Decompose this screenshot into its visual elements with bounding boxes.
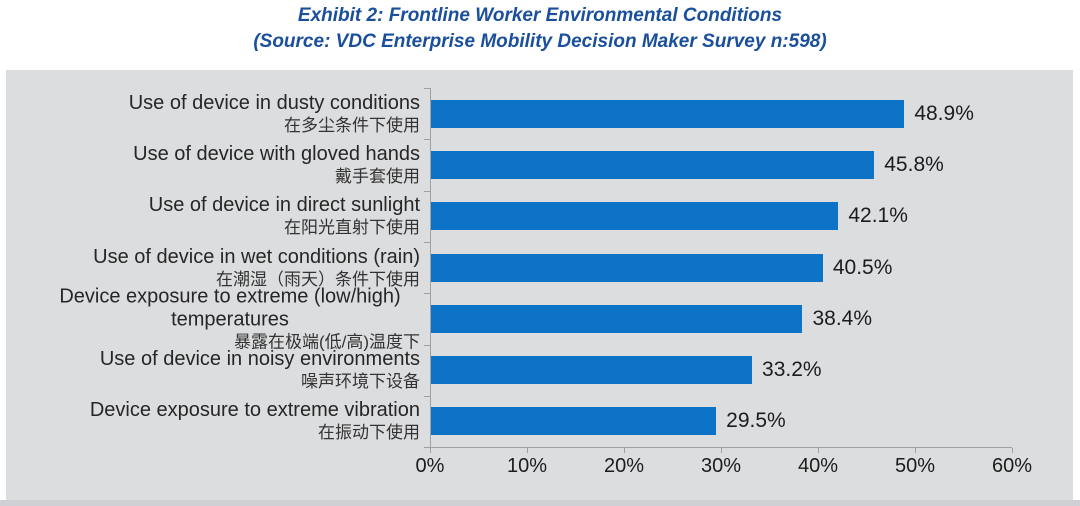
x-axis-tick-label: 60%: [991, 455, 1033, 477]
bar: [430, 356, 753, 385]
bar-row: Device exposure to extreme vibration 在振动…: [6, 396, 1073, 447]
value-label: 45.8%: [884, 152, 944, 176]
category-label-en: Device exposure to extreme (low/high) te…: [59, 285, 401, 331]
value-label: 33.2%: [762, 358, 822, 382]
value-label: 40.5%: [832, 255, 893, 279]
x-axis-tick-label: 0%: [415, 455, 445, 477]
y-axis-tick: [424, 293, 430, 295]
bottom-shadow-strip: [0, 500, 1080, 506]
y-axis-tick: [424, 395, 430, 397]
bar: [430, 150, 875, 179]
chart-title: Exhibit 2: Frontline Worker Environmenta…: [0, 3, 1080, 55]
y-axis-tick: [424, 190, 430, 192]
category-label-en: Use of device in noisy environments: [99, 348, 420, 371]
x-axis-tick-label: 20%: [603, 455, 645, 477]
category-label-en: Use of device in direct sunlight: [148, 194, 420, 217]
value-label: 38.4%: [812, 306, 873, 330]
x-axis-tick: [527, 448, 528, 453]
category-label-zh: 在潮湿（雨天）条件下使用: [216, 269, 420, 289]
bar-rows: Use of device in dusty conditions 在多尘条件下…: [6, 88, 1073, 447]
x-axis-tick-label: 30%: [700, 455, 742, 477]
value-label: 42.1%: [848, 204, 908, 228]
chart-title-line2: (Source: VDC Enterprise Mobility Decisio…: [253, 31, 827, 52]
x-axis-tick: [1012, 448, 1013, 453]
category-label: Use of device in dusty conditions 在多尘条件下…: [6, 92, 420, 136]
bar: [430, 202, 839, 231]
category-label-zh: 噪声环境下设备: [301, 372, 420, 392]
y-axis-tick: [424, 241, 430, 243]
category-label: Use of device in direct sunlight 在阳光直射下使…: [6, 194, 420, 238]
y-axis-tick: [424, 88, 430, 89]
x-axis-tick-label: 10%: [506, 455, 548, 477]
value-label: 29.5%: [726, 409, 786, 433]
bar-row: Use of device with gloved hands 戴手套使用 45…: [6, 139, 1073, 190]
y-axis-tick: [424, 344, 430, 346]
category-label-zh: 在阳光直射下使用: [284, 218, 420, 238]
category-label: Use of device in noisy environments 噪声环境…: [6, 348, 420, 392]
x-axis-tick-label: 50%: [894, 455, 936, 477]
chart-title-line1: Exhibit 2: Frontline Worker Environmenta…: [297, 5, 783, 26]
bar-row: Use of device in noisy environments 噪声环境…: [6, 344, 1073, 395]
x-axis-tick-label: 40%: [797, 455, 839, 477]
bar-row: Device exposure to extreme (low/high) te…: [6, 285, 1073, 351]
category-label-zh: 戴手套使用: [335, 166, 420, 186]
chart-plot-area: Use of device in dusty conditions 在多尘条件下…: [6, 70, 1073, 500]
category-label: Device exposure to extreme (low/high) te…: [6, 285, 420, 352]
category-label-en: Use of device in dusty conditions: [128, 91, 420, 114]
bar-row: Use of device in direct sunlight 在阳光直射下使…: [6, 191, 1073, 242]
bar: [430, 304, 803, 333]
category-label: Use of device in wet conditions (rain) 在…: [6, 246, 420, 290]
category-label: Device exposure to extreme vibration 在振动…: [6, 399, 420, 443]
category-label-en: Use of device in wet conditions (rain): [93, 245, 420, 268]
x-axis-tick: [624, 448, 625, 453]
value-label: 48.9%: [914, 101, 974, 125]
bar: [430, 253, 823, 282]
y-axis-tick: [424, 139, 430, 141]
category-label-en: Use of device with gloved hands: [133, 142, 420, 165]
x-axis-tick: [915, 448, 916, 453]
x-axis-tick: [721, 448, 722, 453]
y-axis-tick: [424, 447, 430, 449]
category-label-zh: 暴露在极端(低/高)温度下: [233, 332, 420, 352]
x-axis-tick: [430, 448, 431, 453]
category-label-zh: 在振动下使用: [318, 423, 420, 443]
y-axis-line: [430, 88, 431, 447]
bar-row: Use of device in wet conditions (rain) 在…: [6, 242, 1073, 293]
category-label-zh: 在多尘条件下使用: [284, 115, 420, 135]
x-axis-line: [430, 447, 1012, 448]
x-axis-tick: [818, 448, 819, 453]
bar: [430, 99, 905, 128]
bar-row: Use of device in dusty conditions 在多尘条件下…: [6, 88, 1073, 139]
bar: [430, 407, 717, 436]
category-label: Use of device with gloved hands 戴手套使用: [6, 143, 420, 187]
category-label-en: Device exposure to extreme vibration: [89, 399, 420, 422]
